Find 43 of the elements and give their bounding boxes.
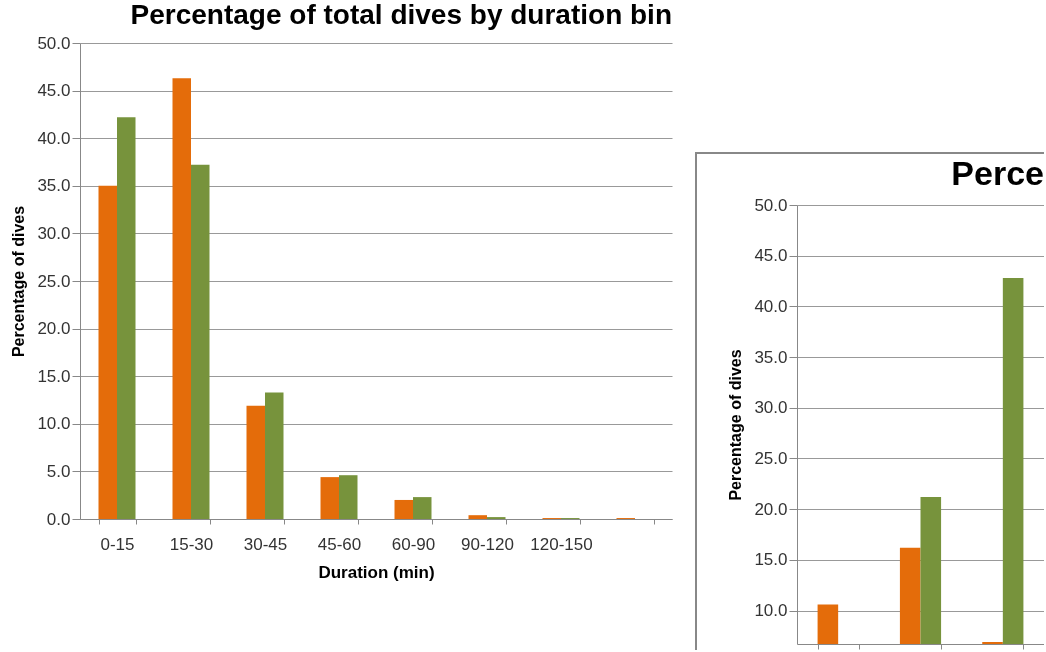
x-tick-label: 15-30 — [169, 534, 214, 554]
y-tick-label: 15.0 — [37, 366, 71, 386]
bar — [246, 405, 265, 519]
y-tick-label: 25.0 — [37, 271, 71, 291]
y-tick-label: 20.0 — [37, 319, 71, 339]
y-tick-label: 0.0 — [46, 509, 71, 529]
y-tick-label: 35.0 — [754, 347, 788, 367]
y-tick-label: 40.0 — [754, 296, 788, 316]
bar — [117, 117, 136, 519]
x-tick-label: 120-150 — [530, 534, 593, 554]
y-tick-label: 10.0 — [754, 601, 788, 621]
x-tick-label: 30-45 — [243, 534, 288, 554]
y-tick-label: 45.0 — [37, 81, 71, 101]
x-axis-title: Duration (min) — [318, 562, 435, 582]
x-tick-label: 45-60 — [317, 534, 362, 554]
y-tick-label: 50.0 — [37, 33, 71, 53]
y-axis-title: Percentage of dives — [727, 349, 745, 501]
bar — [191, 164, 210, 519]
x-tick-label: 0-15 — [100, 534, 135, 554]
y-tick-label: 40.0 — [37, 128, 71, 148]
x-tick-label: 60-90 — [391, 534, 436, 554]
y-tick-label: 25.0 — [754, 448, 788, 468]
x-tick-label: 90-120 — [461, 534, 514, 554]
y-tick-label: 5.0 — [46, 461, 71, 481]
y-axis-title: Percentage of dives — [10, 205, 28, 358]
bar — [394, 499, 413, 519]
y-tick-label: 15.0 — [754, 550, 788, 570]
y-tick-label: 20.0 — [754, 499, 788, 519]
y-tick-label: 50.0 — [754, 195, 788, 215]
y-tick-label: 45.0 — [754, 246, 788, 266]
bar — [172, 78, 191, 519]
y-tick-label: 30.0 — [37, 223, 71, 243]
chart-title: Perce — [951, 154, 1044, 192]
y-tick-label: 30.0 — [754, 398, 788, 418]
bar — [98, 185, 117, 519]
bar — [320, 477, 339, 519]
bar — [265, 392, 284, 519]
y-tick-label: 10.0 — [37, 414, 71, 434]
bar — [468, 515, 487, 519]
y-tick-label: 35.0 — [37, 176, 71, 196]
bar — [413, 497, 432, 519]
bar — [339, 475, 358, 519]
chart-title: Percentage of total dives by duration bin — [130, 0, 672, 30]
